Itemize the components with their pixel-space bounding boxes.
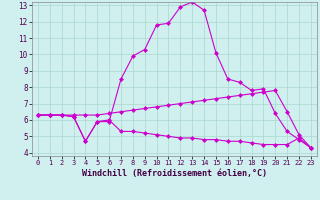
X-axis label: Windchill (Refroidissement éolien,°C): Windchill (Refroidissement éolien,°C) <box>82 169 267 178</box>
